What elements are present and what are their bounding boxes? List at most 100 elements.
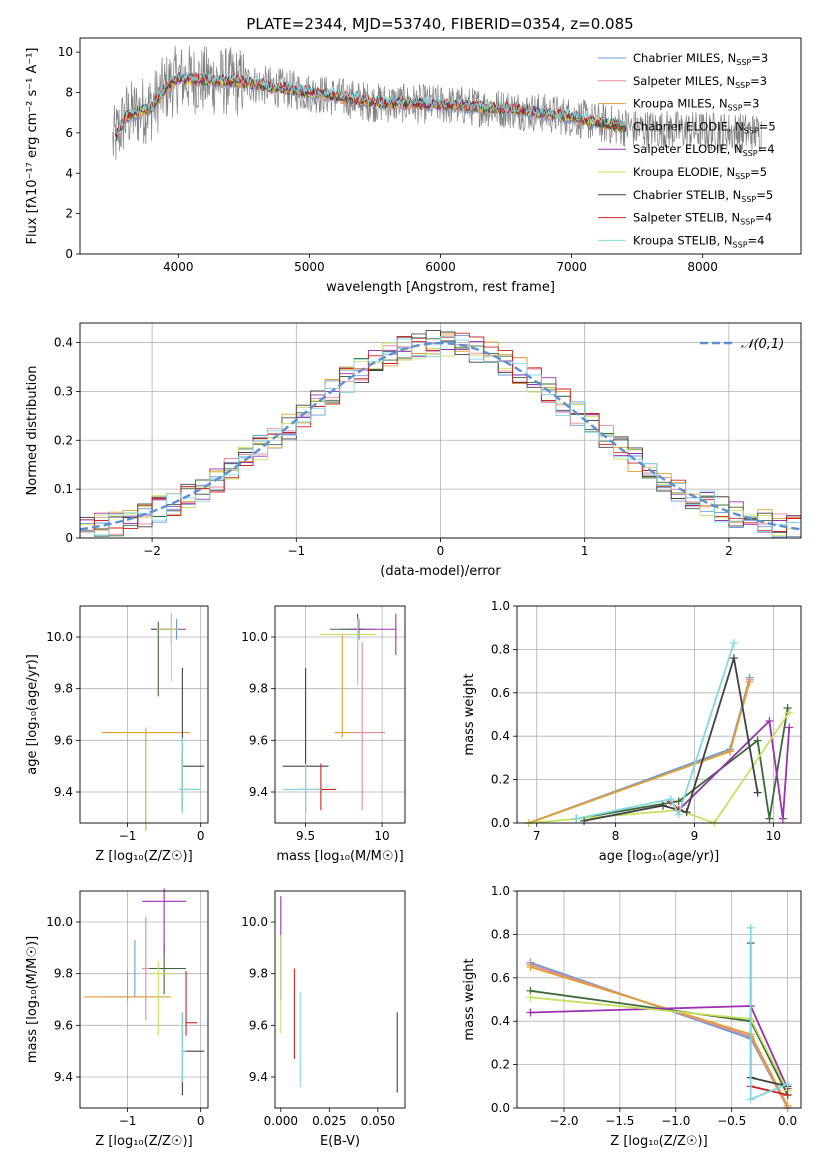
mass-weight-marker bbox=[783, 1090, 792, 1099]
y-tick-label: 0.1 bbox=[54, 482, 73, 496]
model-spectrum-line bbox=[115, 71, 627, 136]
y-tick-label: 6 bbox=[65, 126, 73, 140]
y-tick-label: 9.4 bbox=[54, 1070, 73, 1084]
x-tick-label: −1 bbox=[119, 1114, 137, 1128]
y-tick-label: 9.4 bbox=[249, 785, 268, 799]
y-tick-label: 9.8 bbox=[54, 967, 73, 981]
mass-weight-marker bbox=[729, 654, 738, 663]
legend-label: Kroupa STELIB, NSSP=4 bbox=[633, 233, 764, 249]
y-tick-label: 0.6 bbox=[491, 686, 510, 700]
x-tick-label: 9.5 bbox=[296, 829, 315, 843]
x-axis-label: Z [log₁₀(Z/Z☉)] bbox=[610, 1134, 707, 1149]
axes-frame bbox=[79, 322, 802, 539]
mass-weight-marker bbox=[526, 993, 535, 1002]
y-tick-label: 1.0 bbox=[491, 884, 510, 898]
y-tick-label: 10.0 bbox=[241, 915, 268, 929]
mass-weight-marker bbox=[778, 814, 787, 823]
mass-weight-marker bbox=[765, 717, 774, 726]
y-tick-label: 0.4 bbox=[491, 729, 510, 743]
y-axis-label: Flux [fλ10⁻¹⁷ erg cm⁻² s⁻¹ A⁻¹] bbox=[25, 48, 40, 245]
mass_vs_Z-panel: −1 0 9.4 9.6 9.8 10.0 Z [log₁₀(Z/Z☉)] mass [log… bbox=[25, 888, 209, 1149]
mass-weight-marker bbox=[783, 1101, 792, 1110]
x-tick-label: 0.050 bbox=[361, 1114, 395, 1128]
x-tick-label: 10 bbox=[766, 829, 781, 843]
y-tick-label: 0.0 bbox=[491, 1101, 510, 1115]
y-tick-label: 0.8 bbox=[491, 642, 510, 656]
residuals-plot-area bbox=[80, 330, 801, 538]
y-tick-label: 9.4 bbox=[249, 1070, 268, 1084]
mass-weight-marker bbox=[674, 797, 683, 806]
y-tick-label: 4 bbox=[65, 166, 73, 180]
mass-weight-marker bbox=[785, 723, 794, 732]
y-tick-label: 0.6 bbox=[491, 971, 510, 985]
x-tick-label: 5000 bbox=[294, 260, 325, 274]
x-tick-label: 7000 bbox=[556, 260, 587, 274]
x-tick-label: 0.0 bbox=[778, 1114, 797, 1128]
x-axis-label: E(B-V) bbox=[320, 1134, 360, 1149]
y-tick-label: 9.6 bbox=[249, 1018, 268, 1032]
mass-weight-marker bbox=[572, 814, 581, 823]
x-tick-label: 1 bbox=[581, 544, 589, 558]
x-tick-label: −0.5 bbox=[717, 1114, 746, 1128]
y-axis-label: mass weight bbox=[462, 958, 477, 1040]
figure-title: PLATE=2344, MJD=53740, FIBERID=0354, z=0… bbox=[246, 15, 633, 33]
y-tick-label: 10.0 bbox=[46, 915, 73, 929]
mass-weight-line bbox=[750, 1085, 788, 1096]
x-axis-label: mass [log₁₀(M/M☉)] bbox=[276, 849, 403, 864]
legend-label: Salpeter MILES, NSSP=3 bbox=[633, 74, 767, 90]
mass-weight-marker bbox=[745, 677, 754, 686]
y-tick-label: 2 bbox=[65, 207, 73, 221]
model-spectrum-line bbox=[114, 71, 627, 140]
x-axis-label: age [log₁₀(age/yr)] bbox=[599, 849, 720, 864]
mass-weight-marker bbox=[666, 795, 675, 804]
x-tick-label: 0.025 bbox=[312, 1114, 346, 1128]
y-tick-label: 9.8 bbox=[249, 967, 268, 981]
legend-label: 𝒩(0,1) bbox=[741, 337, 784, 352]
legend-label: Chabrier STELIB, NSSP=5 bbox=[633, 188, 773, 204]
x-tick-label: 6000 bbox=[425, 260, 456, 274]
x-tick-label: 0 bbox=[437, 544, 445, 558]
x-tick-label: −2 bbox=[143, 544, 161, 558]
mass-weight-marker bbox=[765, 814, 774, 823]
y-tick-label: 0.2 bbox=[491, 773, 510, 787]
y-tick-label: 10 bbox=[58, 45, 73, 59]
mass-weight-marker bbox=[783, 703, 792, 712]
y-axis-label: Normed distribution bbox=[25, 366, 40, 496]
y-tick-label: 9.6 bbox=[249, 733, 268, 747]
y-tick-label: 10.0 bbox=[46, 630, 73, 644]
mass-weight-marker bbox=[785, 708, 794, 717]
y-tick-label: 10.0 bbox=[241, 630, 268, 644]
residuals-panel: −2 −1 0 1 2 0 0.1 0.2 0.3 0.4 (data-model)/error No… bbox=[25, 322, 802, 579]
x-tick-label: 7 bbox=[533, 829, 541, 843]
mass-weight-marker bbox=[746, 1095, 755, 1104]
x-tick-label: 9 bbox=[691, 829, 699, 843]
x-tick-label: 2 bbox=[725, 544, 733, 558]
y-tick-label: 0.4 bbox=[491, 1014, 510, 1028]
mass-weight-line bbox=[528, 679, 751, 824]
y-tick-label: 0 bbox=[65, 247, 73, 261]
x-tick-label: −1.5 bbox=[605, 1114, 634, 1128]
y-tick-label: 0.2 bbox=[491, 1058, 510, 1072]
spectrum-panel: 4000 5000 6000 7000 8000 0 2 4 6 8 10 wavelength [A… bbox=[25, 37, 802, 295]
axes-frame bbox=[516, 890, 802, 1109]
x-axis-label: (data-model)/error bbox=[380, 564, 501, 579]
mass-weight-line bbox=[528, 681, 751, 824]
mass_vs_ebv-panel: 0.000 0.025 0.050 9.4 9.6 9.8 10.0 E(B-V) bbox=[241, 890, 406, 1149]
x-axis-label: Z [log₁₀(Z/Z☉)] bbox=[95, 1134, 192, 1149]
x-tick-label: 8 bbox=[612, 829, 620, 843]
y-tick-label: 1.0 bbox=[491, 599, 510, 613]
x-tick-label: 8000 bbox=[687, 260, 718, 274]
mass-weight-marker bbox=[726, 747, 734, 756]
mass-weight-marker bbox=[580, 816, 589, 825]
mw_vs_Z-panel: −2.0 −1.5 −1.0 −0.5 0.0 0.0 0.2 0.4 0.6 0.8 1.0 Z [… bbox=[462, 884, 802, 1149]
x-tick-label: −1.0 bbox=[661, 1114, 690, 1128]
x-tick-label: 0 bbox=[197, 1114, 205, 1128]
axes-frame bbox=[274, 890, 406, 1109]
y-tick-label: 0.2 bbox=[54, 433, 73, 447]
mass-weight-marker bbox=[682, 808, 691, 817]
axes-frame bbox=[79, 605, 209, 824]
y-tick-label: 0 bbox=[65, 531, 73, 545]
histogram-step bbox=[80, 335, 801, 536]
